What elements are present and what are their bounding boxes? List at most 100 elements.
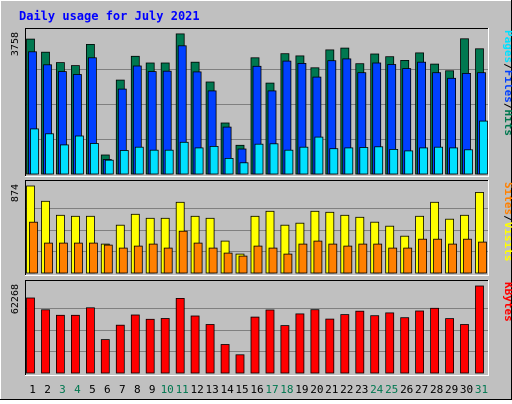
legend-item-visits: Visits <box>502 222 512 262</box>
x-tick-label-day-8: 8 <box>134 383 141 396</box>
bar-pages-day-27 <box>419 147 429 175</box>
bar-sites-day-13 <box>208 247 218 274</box>
bar-sites-day-29 <box>448 243 458 274</box>
bar-sites-day-24 <box>373 243 383 274</box>
bar-pages-day-8 <box>134 146 144 175</box>
x-tick-label-day-17: 17 <box>265 383 278 396</box>
bar-pages-day-10 <box>164 149 174 175</box>
bar-kbytes-day-13 <box>205 324 215 374</box>
series-pages <box>30 120 488 175</box>
x-tick-label-day-30: 30 <box>460 383 473 396</box>
bar-kbytes-day-24 <box>370 315 380 374</box>
bar-pages-day-25 <box>389 148 399 175</box>
bar-kbytes-day-26 <box>400 317 410 374</box>
bar-pages-day-3 <box>60 144 69 175</box>
series-sites <box>29 221 487 274</box>
bar-kbytes-day-16 <box>250 316 260 374</box>
bar-sites-day-6 <box>103 244 113 274</box>
bar-kbytes-day-4 <box>71 314 80 374</box>
bar-pages-day-18 <box>284 149 294 175</box>
bar-kbytes-day-20 <box>310 309 320 374</box>
bar-sites-day-28 <box>433 238 443 274</box>
bar-sites-day-12 <box>193 242 203 274</box>
legend-hits: Pages/Files/Hits <box>502 30 512 136</box>
bar-kbytes-day-31 <box>475 285 484 374</box>
bar-pages-day-31 <box>479 120 488 175</box>
bar-pages-day-9 <box>149 149 159 175</box>
bar-kbytes-day-14 <box>220 344 230 374</box>
x-tick-label-day-28: 28 <box>430 383 443 396</box>
bar-kbytes-day-5 <box>86 307 95 374</box>
y-max-label: 874 <box>10 184 21 202</box>
bar-sites-day-5 <box>89 242 98 274</box>
legend-separator: / <box>502 215 512 222</box>
x-tick-label-day-31: 31 <box>475 383 488 396</box>
chart-title: Daily usage for July 2021 <box>19 9 200 23</box>
bar-pages-day-20 <box>314 136 324 175</box>
bar-sites-day-22 <box>343 245 353 274</box>
x-tick-label-day-5: 5 <box>89 383 96 396</box>
bar-kbytes-day-23 <box>355 310 365 374</box>
x-tick-label-day-20: 20 <box>310 383 323 396</box>
bar-kbytes-day-8 <box>130 314 140 374</box>
bar-pages-day-21 <box>329 148 339 175</box>
bar-sites-day-27 <box>418 238 428 274</box>
x-tick-label-day-9: 9 <box>149 383 156 396</box>
bar-sites-day-20 <box>313 240 323 274</box>
bar-pages-day-1 <box>30 128 39 175</box>
legend-item-kbytes: KBytes <box>502 282 512 322</box>
bar-pages-day-16 <box>254 143 264 175</box>
bar-pages-day-11 <box>179 141 189 175</box>
legend-text: Pages/Files/Hits <box>502 30 512 136</box>
x-tick-label-day-22: 22 <box>340 383 353 396</box>
bar-kbytes-day-2 <box>41 309 50 374</box>
legend-item-hits: Hits <box>502 110 512 137</box>
x-tick-label-day-21: 21 <box>325 383 338 396</box>
bar-pages-day-6 <box>104 159 114 175</box>
panel-visits: 874 Sites/Visits <box>10 180 512 276</box>
bar-sites-day-18 <box>283 253 293 274</box>
bar-pages-day-30 <box>464 149 473 175</box>
bar-pages-day-5 <box>90 143 99 175</box>
bar-sites-day-3 <box>59 242 68 274</box>
bar-kbytes-day-7 <box>115 324 125 374</box>
x-tick-label-day-1: 1 <box>29 383 36 396</box>
x-tick-label-day-23: 23 <box>355 383 368 396</box>
bar-sites-day-19 <box>298 243 308 274</box>
x-tick-label-day-3: 3 <box>59 383 66 396</box>
x-tick-label-day-18: 18 <box>280 383 293 396</box>
bar-pages-day-15 <box>239 162 249 175</box>
series-kbytes <box>26 285 484 374</box>
x-tick-label-day-4: 4 <box>74 383 81 396</box>
x-tick-label-day-12: 12 <box>190 383 203 396</box>
x-tick-label-day-16: 16 <box>250 383 263 396</box>
bar-sites-day-1 <box>29 221 38 274</box>
bar-sites-day-14 <box>223 252 233 274</box>
legend-separator: / <box>502 103 512 110</box>
bar-sites-day-15 <box>238 255 248 274</box>
x-tick-label-day-14: 14 <box>220 383 234 396</box>
x-axis-day-labels: 1 2 3 4 5 6 7 8 9 10 11 12 13 14 15 16 17 18 19 20 21 22 23 24 2… <box>29 383 488 396</box>
bar-pages-day-14 <box>224 157 234 175</box>
bar-pages-day-24 <box>374 146 384 175</box>
bar-kbytes-day-25 <box>385 312 395 374</box>
bar-pages-day-12 <box>194 147 204 175</box>
x-tick-label-day-13: 13 <box>205 383 218 396</box>
bar-kbytes-day-11 <box>175 297 185 374</box>
bar-pages-day-28 <box>434 146 444 175</box>
bar-pages-day-2 <box>45 133 54 175</box>
bar-kbytes-day-6 <box>100 339 110 374</box>
legend-text: Sites/Visits <box>502 182 512 262</box>
x-tick-label-day-24: 24 <box>370 383 384 396</box>
bar-kbytes-day-17 <box>265 309 275 374</box>
bar-pages-day-7 <box>119 150 129 175</box>
y-max-label: 62268 <box>10 284 21 314</box>
x-tick-label-day-15: 15 <box>235 383 248 396</box>
x-tick-label-day-26: 26 <box>400 383 413 396</box>
bar-pages-day-26 <box>404 150 414 175</box>
bar-sites-day-11 <box>178 230 188 274</box>
x-tick-label-day-29: 29 <box>445 383 458 396</box>
bar-sites-day-9 <box>148 243 158 274</box>
x-tick-label-day-25: 25 <box>385 383 398 396</box>
